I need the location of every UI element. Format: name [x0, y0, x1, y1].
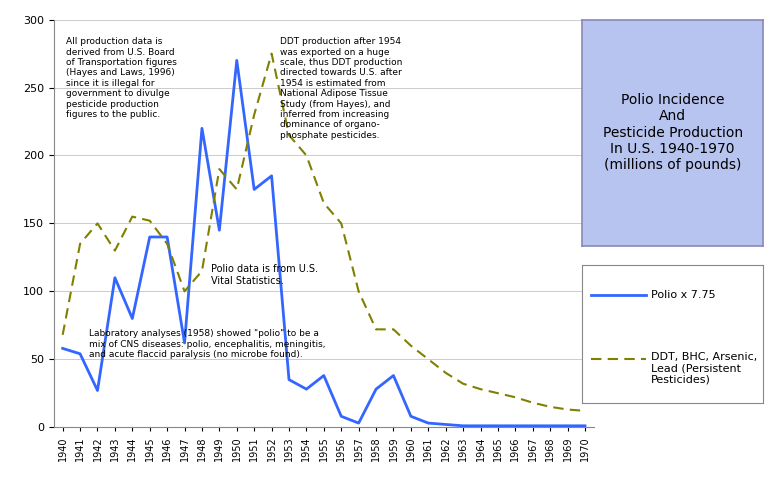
Text: DDT, BHC, Arsenic,
Lead (Persistent
Pesticides): DDT, BHC, Arsenic, Lead (Persistent Pest…: [651, 352, 757, 385]
Text: Polio data is from U.S.
Vital Statistics.: Polio data is from U.S. Vital Statistics…: [210, 264, 318, 286]
Text: Laboratory analyses (1958) showed "polio" to be a
mix of CNS diseases: polio, en: Laboratory analyses (1958) showed "polio…: [89, 329, 325, 359]
Text: All production data is
derived from U.S. Board
of Transportation figures
(Hayes : All production data is derived from U.S.…: [66, 37, 177, 119]
Text: Polio Incidence
And
Pesticide Production
In U.S. 1940-1970
(millions of pounds): Polio Incidence And Pesticide Production…: [603, 93, 742, 172]
Text: DDT production after 1954
was exported on a huge
scale, thus DDT production
dire: DDT production after 1954 was exported o…: [281, 37, 402, 140]
Text: Polio x 7.75: Polio x 7.75: [651, 290, 715, 300]
